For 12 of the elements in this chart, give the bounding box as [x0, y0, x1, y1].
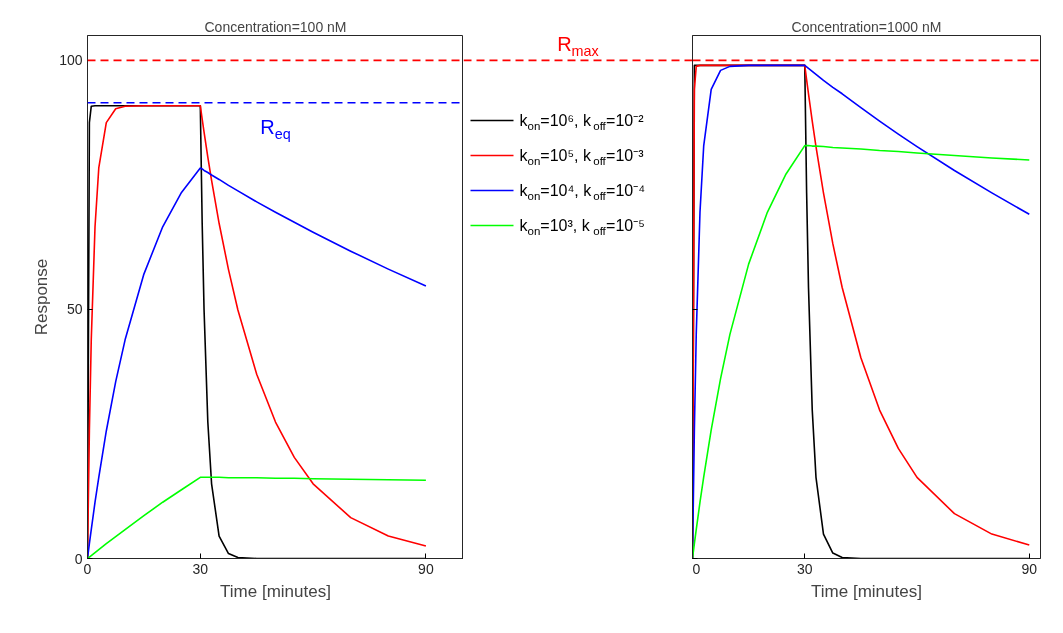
x-tick-label: 90: [1021, 560, 1038, 577]
x-tick-label: 30: [192, 560, 209, 577]
chart-title: Concentration=1000 nM: [791, 18, 942, 35]
y-tick-label: 50: [66, 301, 83, 318]
x-tick-label: 0: [692, 560, 701, 577]
x-axis-title: Time [minutes]: [811, 581, 922, 601]
x-tick-label: 90: [418, 560, 434, 577]
chart-title: Concentration=100 nM: [204, 18, 347, 35]
x-axis-title: Time [minutes]: [220, 581, 331, 601]
x-tick-label: 30: [796, 560, 813, 577]
y-axis-title: Response: [32, 258, 52, 336]
y-tick-label: 100: [59, 52, 83, 69]
